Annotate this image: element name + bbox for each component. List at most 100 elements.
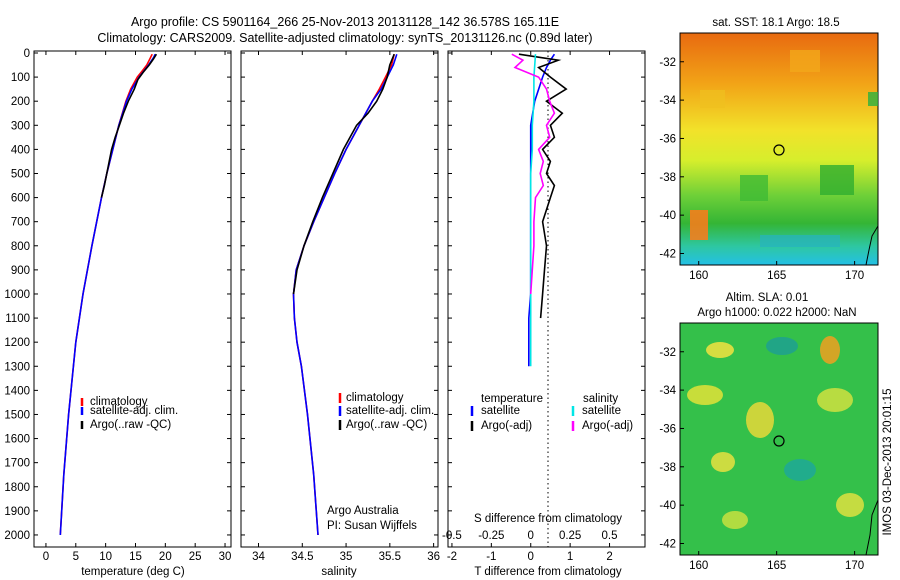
y-tick-label: 1200	[4, 337, 30, 349]
sla-map-panel: Altim. SLA: 0.01 Argo h1000: 0.022 h2000…	[659, 292, 879, 572]
x-tick-label: 35	[340, 551, 353, 563]
sst-map-patches	[690, 50, 878, 247]
legend-label-climatology: climatology	[90, 396, 148, 408]
y-tick-label: 1700	[4, 458, 30, 470]
argo-line	[100, 53, 158, 198]
difference-panel: -2 -1 0 1 2 -0.5 -0.25 0 0.25 0.5 temperature sat…	[442, 50, 646, 578]
timestamp-stamp: IMOS 03-Dec-2013 20:01:15	[882, 388, 894, 535]
y-tick-label: 900	[11, 265, 30, 277]
legend-label-argo: Argo(..raw -QC)	[346, 419, 427, 431]
sla-map-blobs	[687, 336, 864, 529]
y-tick-label: 1600	[4, 434, 30, 446]
lon-tick-label: 165	[767, 270, 786, 282]
legend-label-climatology: climatology	[346, 392, 404, 404]
x-tick-label: 35.5	[379, 551, 401, 563]
salinity-annotation-line-2: PI: Susan Wijffels	[327, 520, 417, 532]
sla-map-title-line-2: Argo h1000: 0.022 h2000: NaN	[697, 307, 856, 319]
y-tick-label: 1900	[4, 506, 30, 518]
lon-tick-label: 165	[767, 560, 786, 572]
s-tick-label: 0.5	[602, 530, 618, 542]
satellite-adj-line	[292, 53, 398, 536]
y-tick-label: 500	[11, 168, 30, 180]
s-satellite-diff-line	[529, 54, 537, 367]
x-tick-label: 36	[427, 551, 440, 563]
temperature-panel: 0 5 10 15 20 25 300100200300400500600700800900…	[4, 48, 232, 578]
t-argo-diff-line	[518, 53, 568, 319]
sst-map-title: sat. SST: 18.1 Argo: 18.5	[712, 17, 839, 29]
title-line-2: Climatology: CARS2009. Satellite-adjuste…	[97, 31, 592, 45]
s-difference-xlabel: S difference from climatology	[474, 513, 622, 525]
lat-tick-label: -36	[659, 423, 676, 435]
y-tick-label: 0	[24, 48, 30, 60]
argo-line	[292, 53, 395, 295]
y-tick-label: 800	[11, 241, 30, 253]
y-tick-label: 1400	[4, 385, 30, 397]
salinity-panel: 34 34.5 35 35.5 36 climatology satellite-adj…	[240, 50, 440, 578]
y-tick-label: 1800	[4, 482, 30, 494]
x-tick-label: 0	[43, 551, 49, 563]
x-tick-label: 30	[219, 551, 232, 563]
difference-legend: temperature satellite Argo(-adj) salinit…	[470, 393, 633, 432]
lon-tick-label: 170	[845, 270, 864, 282]
sla-coastline	[865, 499, 879, 556]
legend-heading-temperature: temperature	[481, 393, 543, 405]
y-tick-label: 1300	[4, 361, 30, 373]
s-tick-label: -0.5	[442, 530, 462, 542]
y-tick-label: 600	[11, 193, 30, 205]
x-tick-label: 34.5	[291, 551, 313, 563]
y-tick-label: 200	[11, 96, 30, 108]
y-tick-label: 1500	[4, 409, 30, 421]
s-argo-diff-line	[511, 53, 556, 295]
sst-coastline	[865, 225, 879, 266]
s-tick-label: 0.25	[559, 530, 581, 542]
lat-tick-label: -32	[659, 57, 676, 69]
difference-axes-frame	[447, 50, 646, 548]
t-difference-xlabel: T difference from climatology	[474, 566, 621, 578]
y-tick-label: 400	[11, 144, 30, 156]
sst-argo-marker	[773, 144, 785, 156]
lat-tick-label: -38	[659, 172, 676, 184]
s-tick-label: -0.25	[478, 530, 504, 542]
t-tick-label: -1	[486, 551, 496, 563]
sla-map-title-line-1: Altim. SLA: 0.01	[726, 292, 808, 304]
salinity-xlabel: salinity	[321, 566, 356, 578]
lon-tick-label: 160	[689, 560, 708, 572]
lat-tick-label: -38	[659, 462, 676, 474]
sst-map-panel: sat. SST: 18.1 Argo: 18.5 160 165 170 -32 -3…	[659, 17, 879, 282]
legend-label-s-satellite: satellite	[582, 405, 621, 417]
x-tick-label: 34	[252, 551, 265, 563]
legend-label-t-satellite: satellite	[481, 405, 520, 417]
salinity-axes-frame	[240, 50, 439, 548]
legend-label-t-argo: Argo(-adj)	[481, 420, 532, 432]
lat-tick-label: -40	[659, 500, 676, 512]
temperature-axes-frame	[33, 50, 232, 548]
lat-tick-label: -34	[659, 385, 676, 397]
temperature-legend: climatology satellite-adj. clim. Argo(..…	[80, 396, 178, 431]
x-tick-label: 25	[189, 551, 202, 563]
y-tick-label: 300	[11, 120, 30, 132]
lon-tick-label: 160	[689, 270, 708, 282]
lat-tick-label: -36	[659, 133, 676, 145]
t-tick-label: 1	[567, 551, 573, 563]
lat-tick-label: -42	[659, 248, 676, 260]
y-tick-label: 1000	[4, 289, 30, 301]
y-tick-label: 700	[11, 217, 30, 229]
x-tick-label: 15	[129, 551, 142, 563]
lat-tick-label: -32	[659, 347, 676, 359]
legend-label-s-argo: Argo(-adj)	[582, 420, 633, 432]
lat-tick-label: -34	[659, 95, 676, 107]
legend-heading-salinity: salinity	[583, 393, 618, 405]
t-tick-label: -2	[447, 551, 457, 563]
lat-tick-label: -40	[659, 210, 676, 222]
lon-tick-label: 170	[845, 560, 864, 572]
s-tick-label: 0	[528, 530, 534, 542]
x-tick-label: 5	[73, 551, 79, 563]
x-tick-label: 20	[159, 551, 172, 563]
t-tick-label: 0	[528, 551, 534, 563]
temperature-xlabel: temperature (deg C)	[81, 566, 185, 578]
salinity-legend: climatology satellite-adj. clim. Argo(..…	[338, 392, 434, 431]
t-tick-label: 2	[606, 551, 612, 563]
sla-argo-marker	[773, 435, 785, 447]
y-tick-label: 1100	[5, 313, 30, 325]
